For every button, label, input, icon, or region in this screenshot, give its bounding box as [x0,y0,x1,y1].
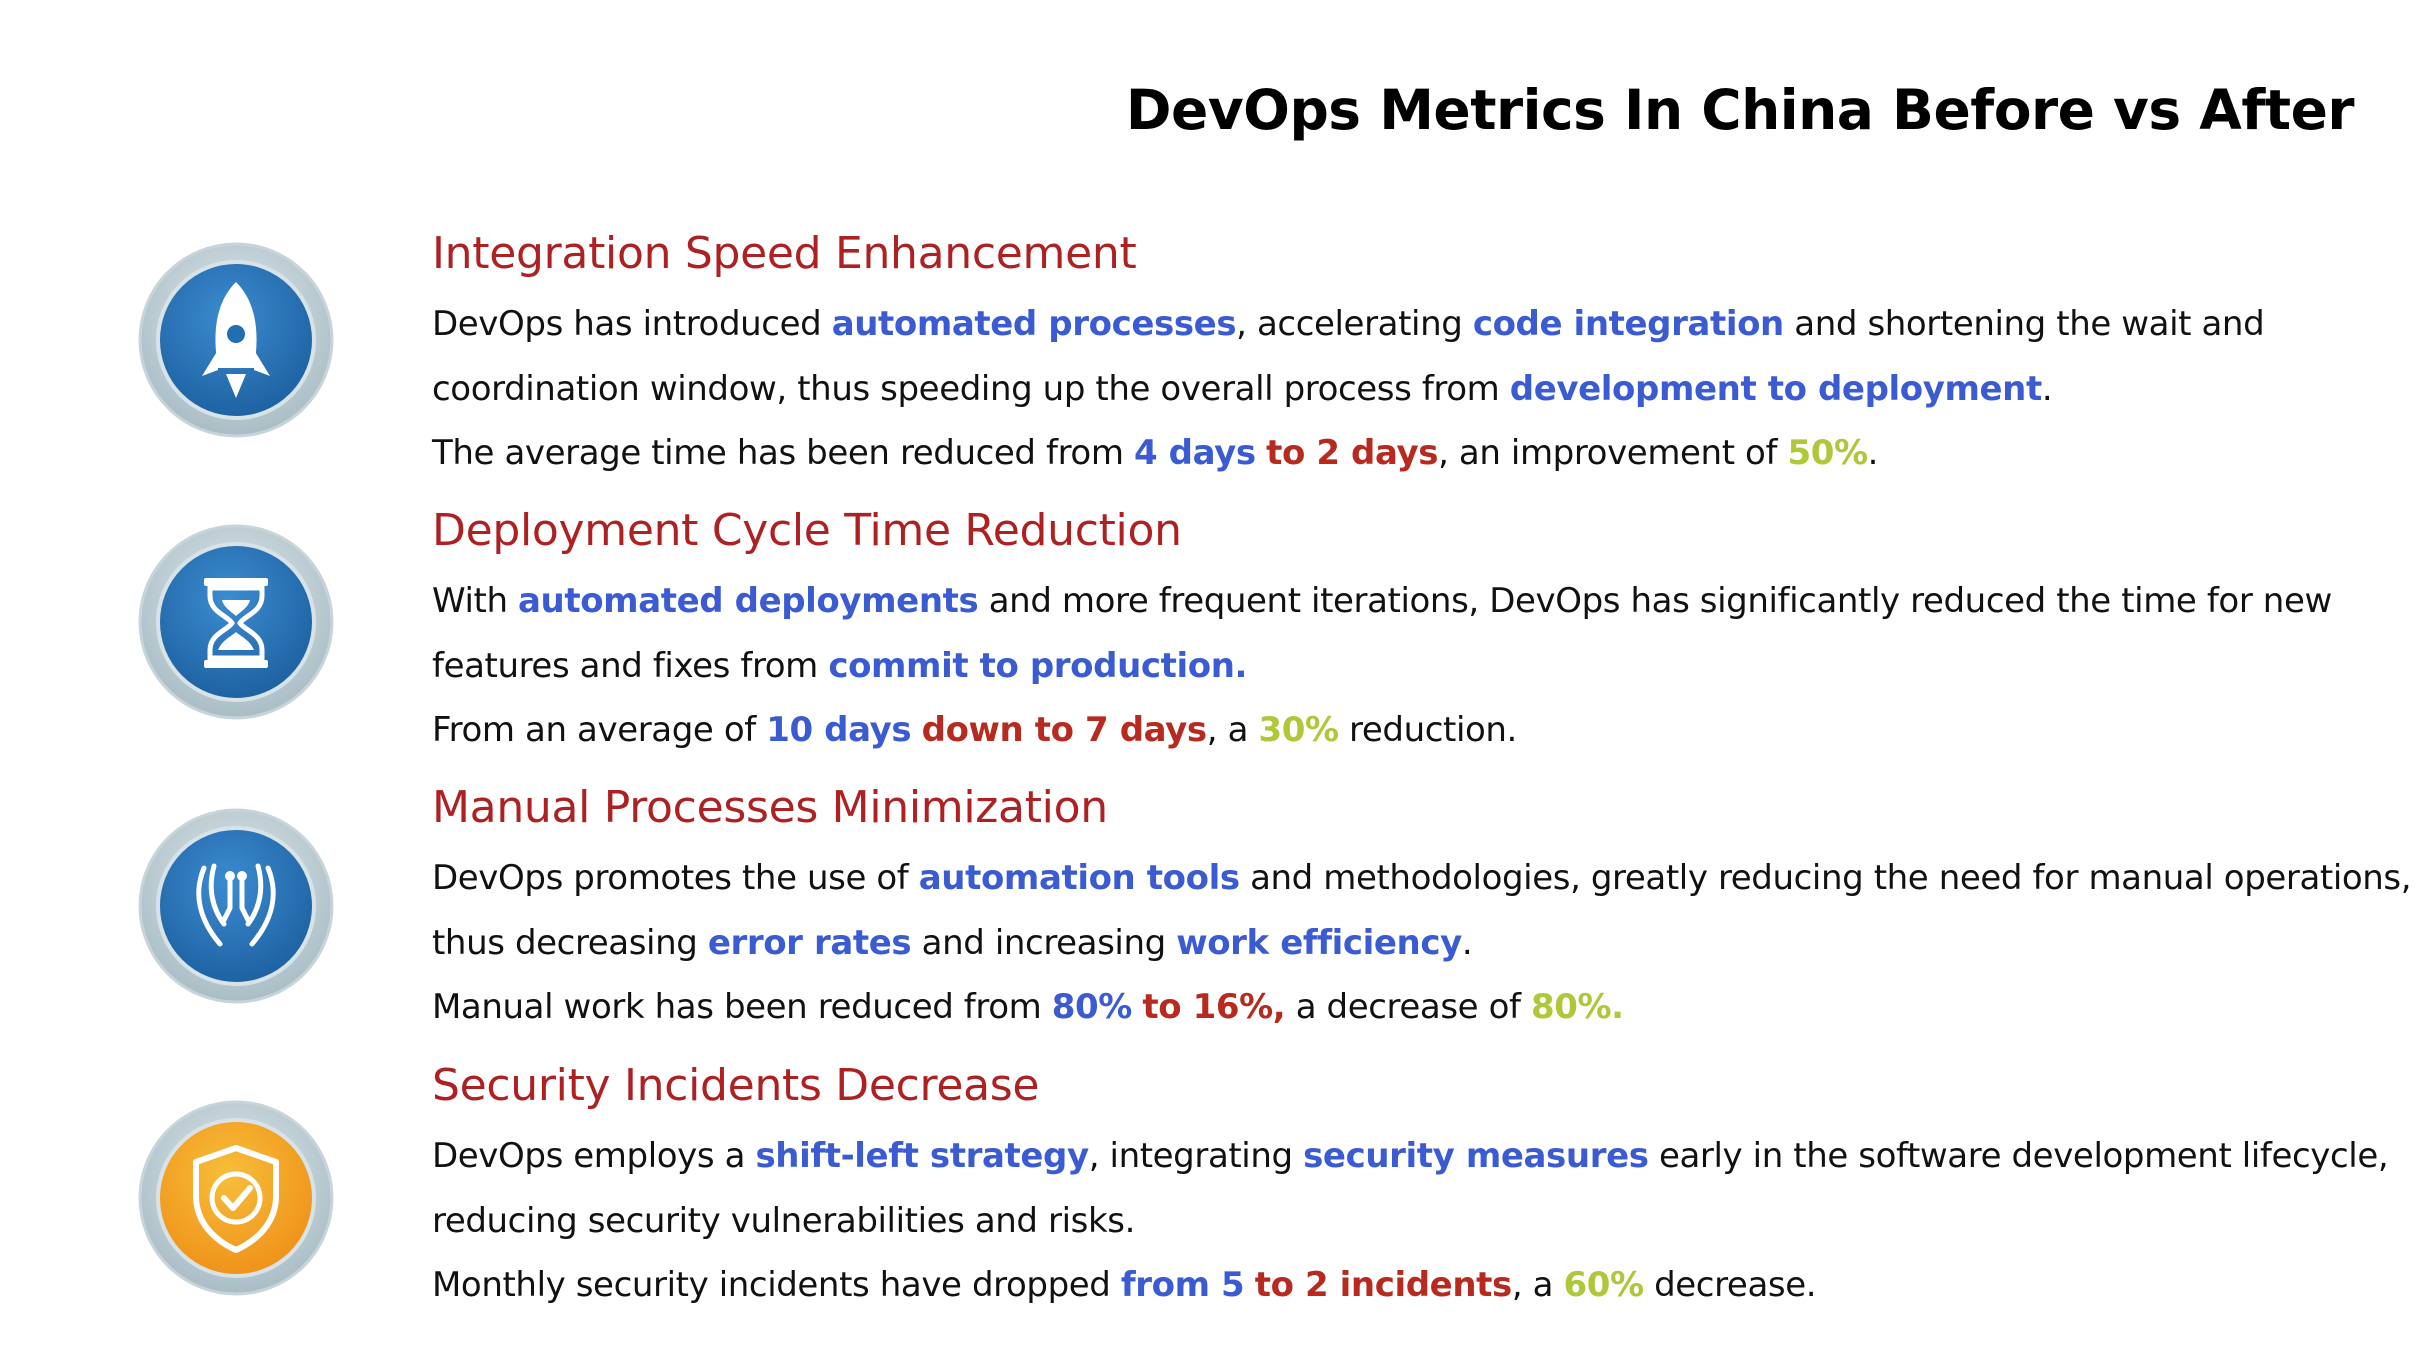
metric-after: down to 7 days [921,710,1208,750]
metric-after: to 2 days [1266,433,1439,473]
section-metric: The average time has been reduced from 4… [432,433,1879,473]
highlight-term: error rates [707,922,912,963]
section-description: With automated deployments and more freq… [432,581,2332,686]
section-description: DevOps employs a shift-left strategy, in… [432,1136,2389,1241]
shield-check-icon [138,1100,334,1296]
hands-icon [138,808,334,1004]
highlight-term: security measures [1303,1136,1649,1176]
section-metric: Manual work has been reduced from 80% to… [432,987,1624,1027]
highlight-term: commit to production. [828,645,1248,686]
section-metric: From an average of 10 days down to 7 day… [432,710,1517,750]
highlight-term: code integration [1472,304,1784,344]
metric-before: 80% [1051,987,1133,1027]
section-heading: Integration Speed Enhancement [432,228,1137,279]
hourglass-icon [138,524,334,720]
section-description: DevOps promotes the use of automation to… [432,858,2412,963]
metric-after: to 16%, [1142,987,1286,1027]
section-description: DevOps has introduced automated processe… [432,304,2265,409]
metric-before: 4 days [1133,433,1256,473]
rocket-icon [138,242,334,438]
metric-after: to 2 incidents [1254,1265,1513,1305]
highlight-term: automated deployments [518,581,979,621]
metric-percent: 50% [1787,433,1868,473]
highlight-term: development to deployment [1509,368,2042,409]
highlight-term: automated processes [831,304,1237,344]
highlight-term: work efficiency [1176,922,1462,963]
highlight-term: automation tools [918,858,1240,898]
metric-percent: 80%. [1530,987,1624,1027]
section-heading: Deployment Cycle Time Reduction [432,505,1182,556]
metric-percent: 60% [1563,1265,1645,1305]
section-heading: Manual Processes Minimization [432,782,1108,833]
section-metric: Monthly security incidents have dropped … [432,1265,1817,1305]
section-heading: Security Incidents Decrease [432,1060,1040,1111]
metric-before: from 5 [1120,1265,1245,1305]
page-title: DevOps Metrics In China Before vs After [1125,78,2355,142]
metric-before: 10 days [766,710,912,750]
highlight-term: shift-left strategy [755,1136,1089,1176]
metric-percent: 30% [1258,710,1339,750]
